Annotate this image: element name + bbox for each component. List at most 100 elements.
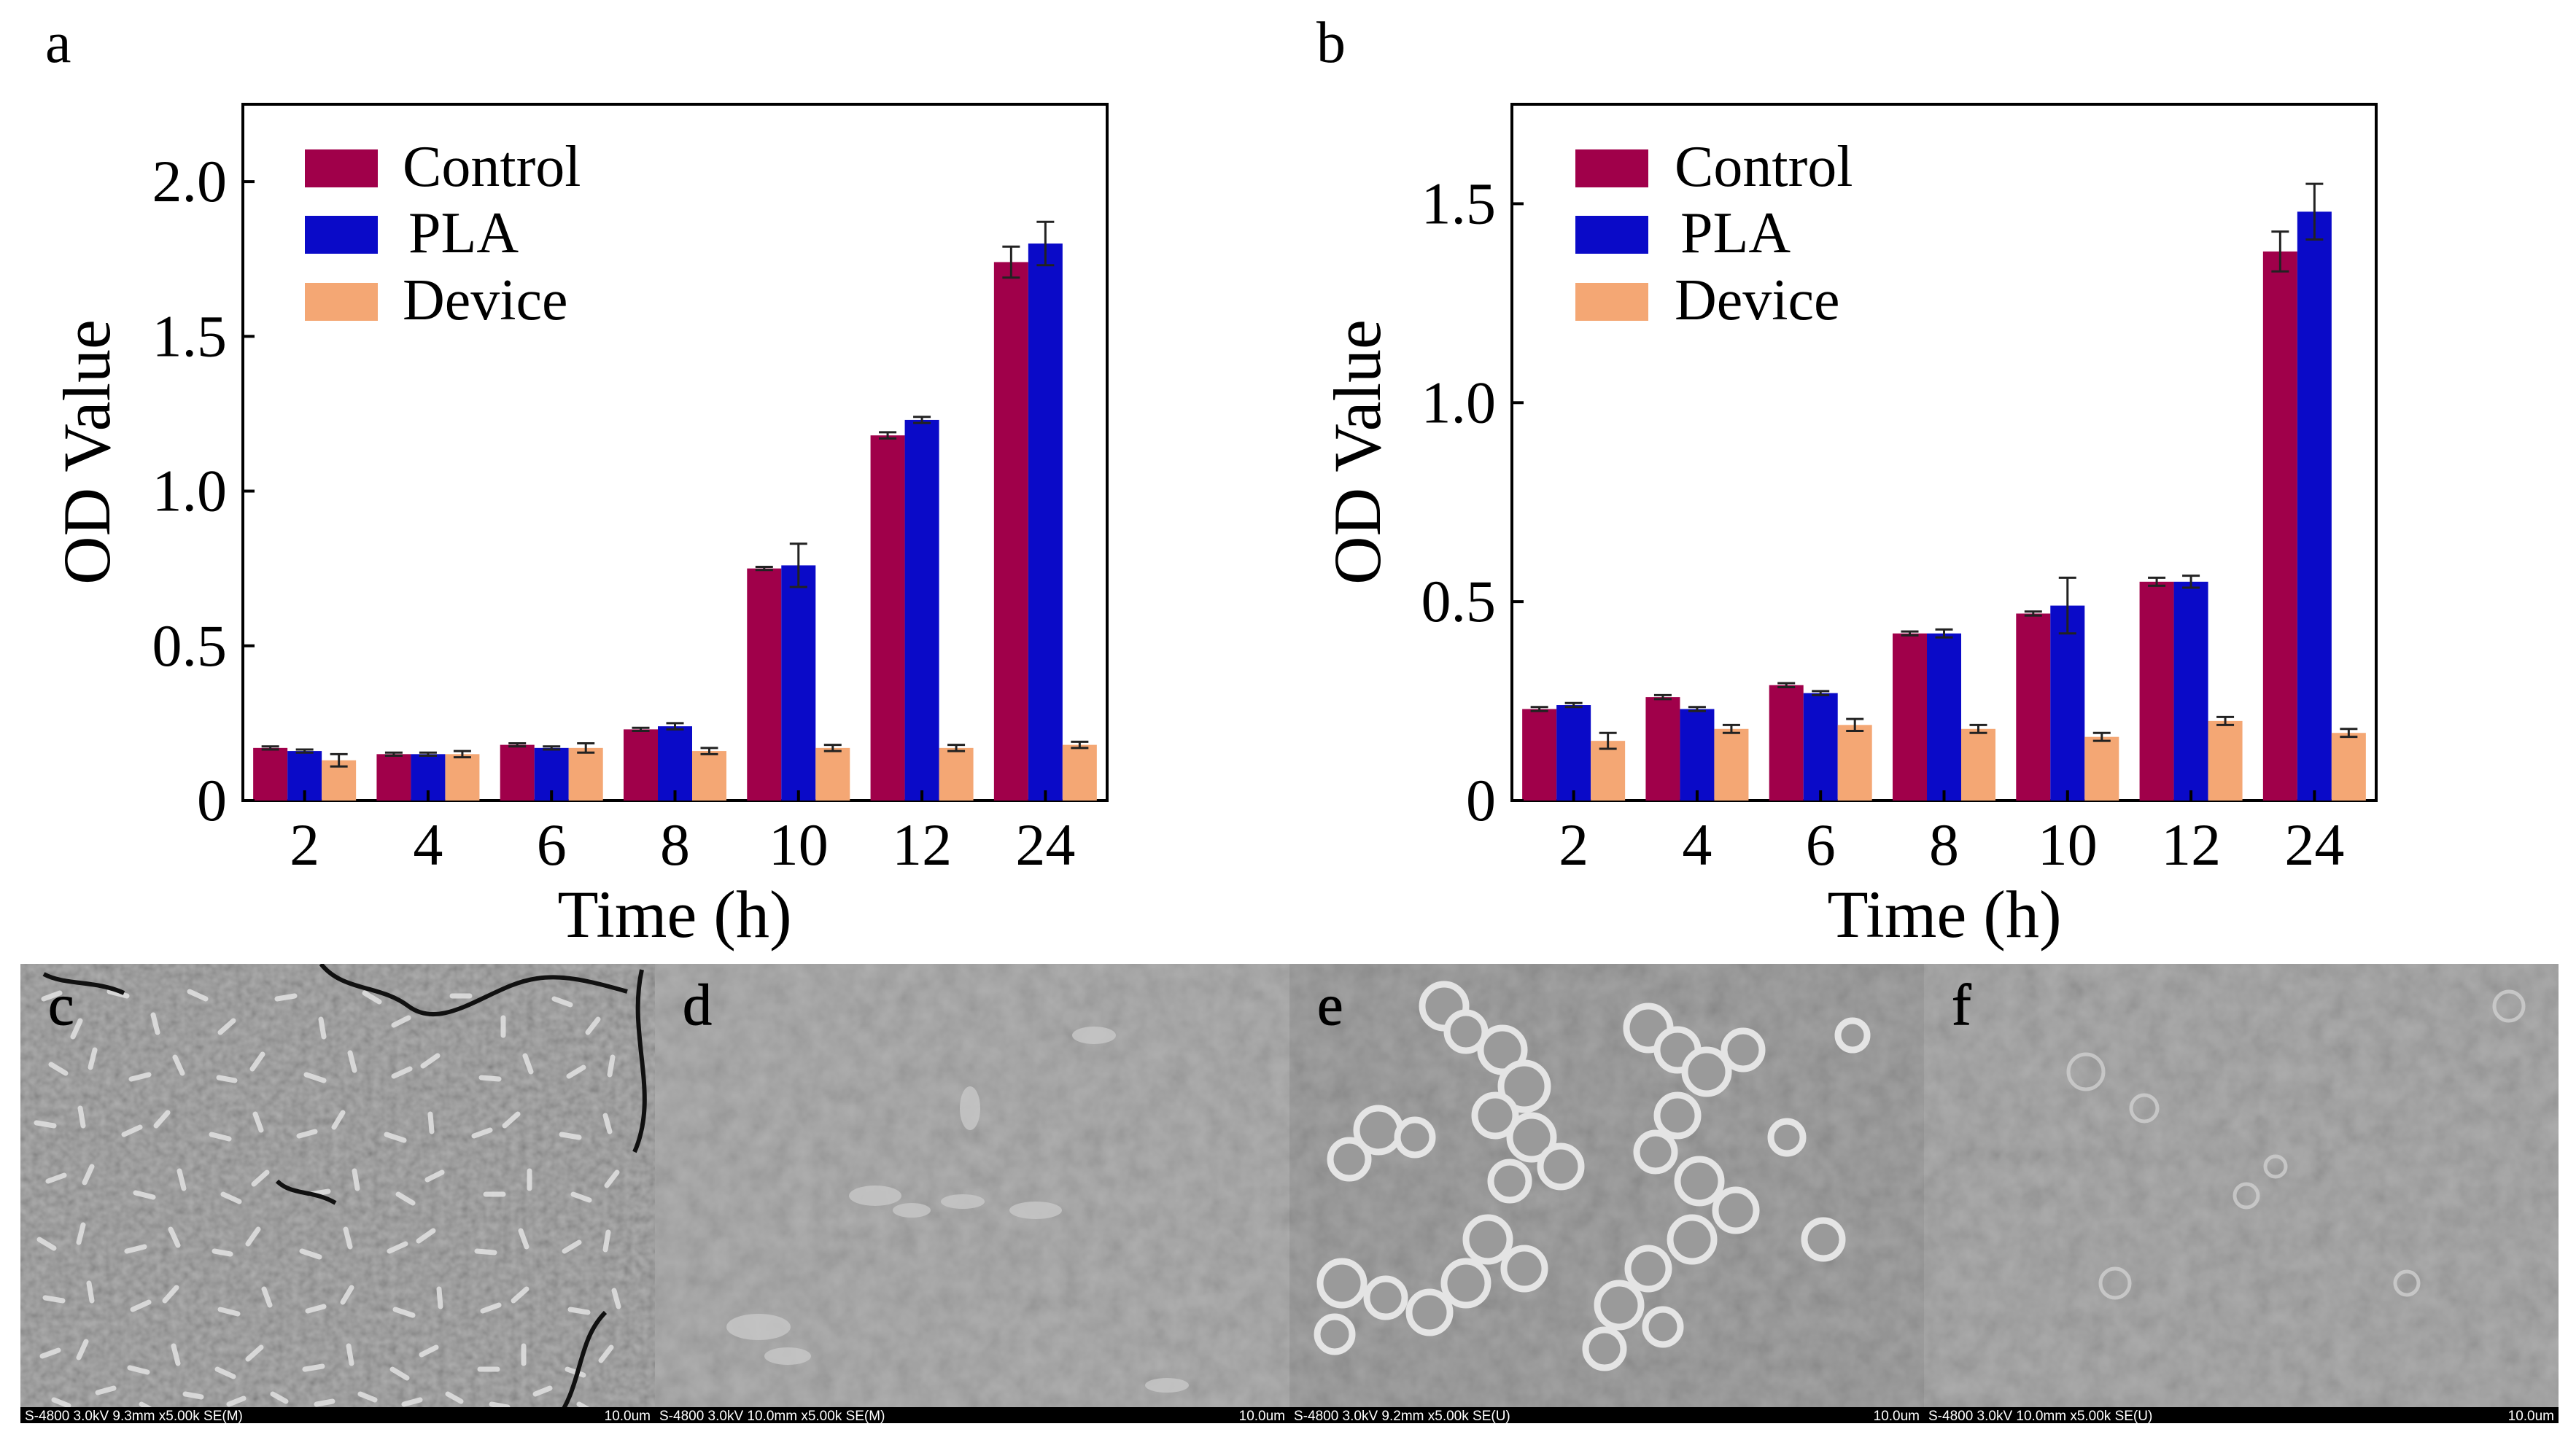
bar-control [1645, 697, 1680, 801]
legend-swatch-device [1575, 283, 1648, 321]
bar-control [993, 262, 1028, 801]
sem-image-f: f S-4800 3.0kV 10.0mm x5.00k SE(U) 10.0u… [1924, 964, 2559, 1424]
panel-label-f: f [1952, 973, 1971, 1038]
debris-d [726, 1027, 1189, 1393]
x-axis-title-a: Time (h) [557, 877, 791, 951]
bar-control [747, 568, 782, 801]
x-tick-label: 8 [1929, 811, 1959, 878]
bar-pla [1556, 705, 1591, 801]
bar-pla [2050, 605, 2085, 801]
bars-a [253, 220, 1097, 801]
x-tick-label: 4 [413, 811, 443, 878]
legend-label-pla: PLA [1680, 201, 1791, 265]
bar-pla [658, 726, 692, 801]
panel-label-c: c [48, 973, 74, 1038]
x-axis-a: 2 4 6 8 10 12 24 [290, 790, 1075, 878]
y-tick-label: 2.0 [152, 148, 228, 214]
y-tick-label: 0.5 [1421, 568, 1497, 634]
bar-control [1893, 633, 1927, 801]
sem-footer-left-f: S-4800 3.0kV 10.0mm x5.00k SE(U) [1928, 1409, 2152, 1424]
cell-clusters-e [1314, 981, 1871, 1371]
bar-control [376, 754, 411, 801]
y-tick-label: 1.0 [1421, 369, 1497, 435]
bar-device [939, 747, 974, 801]
sem-footer-right-c: 10.0um [605, 1409, 651, 1424]
sem-image-e: e S-4800 3.0kV 9.2mm x5.00k SE(U) 10.0um [1289, 964, 1924, 1424]
bar-device [1837, 725, 1872, 801]
x-tick-label: 6 [1806, 811, 1836, 878]
sem-footer-left-d: S-4800 3.0kV 10.0mm x5.00k SE(M) [659, 1409, 885, 1424]
panel-label-b: b [1316, 11, 1346, 75]
x-tick-label: 2 [1559, 811, 1588, 878]
footer-bar-e [1289, 1407, 1924, 1423]
x-tick-label: 6 [537, 811, 567, 878]
bar-control [870, 435, 905, 801]
sem-footer-right-e: 10.0um [1874, 1409, 1920, 1424]
x-axis-title-b: Time (h) [1827, 877, 2061, 951]
bacteria-texture-c [34, 989, 621, 1414]
bar-device [1062, 744, 1097, 801]
bar-device [445, 754, 480, 801]
y-tick-label: 0 [197, 767, 227, 833]
legend-label-control: Control [1675, 135, 1853, 199]
bar-pla [1028, 244, 1063, 801]
bar-pla [1680, 709, 1715, 801]
bar-control [500, 744, 535, 801]
y-axis-title-b: OD Value [1320, 319, 1394, 585]
sem-image-d: d S-4800 3.0kV 10.0mm x5.00k SE(M) 10.0u… [655, 964, 1289, 1424]
bar-device [1714, 728, 1749, 801]
legend-label-device: Device [1675, 268, 1840, 332]
x-tick-label: 24 [2284, 811, 2344, 878]
sem-footer-left-e: S-4800 3.0kV 9.2mm x5.00k SE(U) [1294, 1409, 1510, 1424]
sem-footer-left-c: S-4800 3.0kV 9.3mm x5.00k SE(M) [25, 1409, 243, 1424]
bar-control [2016, 613, 2051, 801]
sem-footer-right-d: 10.0um [1239, 1409, 1285, 1424]
sem-image-c: c S-4800 3.0kV 9.3mm x5.00k SE(M) 10.0um [20, 964, 655, 1424]
x-tick-label: 12 [2161, 811, 2221, 878]
legend-swatch-device [305, 283, 378, 321]
bar-control [1769, 685, 1804, 801]
bar-device [692, 751, 726, 801]
legend-label-control: Control [403, 135, 581, 199]
panel-label-e: e [1317, 973, 1343, 1038]
panel-label-d: d [683, 973, 712, 1038]
legend-label-device: Device [403, 268, 568, 332]
x-tick-label: 10 [769, 811, 829, 878]
sem-footer-right-f: 10.0um [2508, 1409, 2554, 1424]
chart-b: b 00.51.01.5 2 4 6 8 10 12 24 OD Value Time (h… [1316, 11, 2378, 951]
bar-pla [904, 419, 939, 801]
legend-a: Control PLA Device [305, 135, 581, 332]
x-tick-label: 12 [892, 811, 952, 878]
x-tick-label: 10 [2038, 811, 2098, 878]
chart-a: a 00.51.01.52.0 2 4 6 8 10 12 24 OD Value Time… [45, 11, 1109, 951]
bar-pla [1803, 693, 1838, 801]
y-axis-title-a: OD Value [50, 319, 124, 585]
footer-bar-f [1924, 1407, 2559, 1423]
legend-label-pla: PLA [408, 201, 519, 265]
x-tick-label: 24 [1015, 811, 1075, 878]
bar-control [1522, 709, 1557, 801]
y-axis-a: 0 0.5 1.0 1.5 2.0 [152, 148, 255, 833]
footer-bar-c [20, 1407, 655, 1423]
x-tick-label: 2 [290, 811, 319, 878]
y-axis-b: 0 0.5 1.0 1.5 [1421, 170, 1524, 833]
legend-swatch-control [1575, 149, 1648, 187]
y-tick-label: 0 [1466, 767, 1496, 833]
bar-control [624, 729, 658, 801]
x-tick-label: 4 [1682, 811, 1712, 878]
bar-device [1961, 728, 1995, 801]
legend-swatch-control [305, 149, 378, 187]
legend-b: Control PLA Device [1575, 135, 1853, 332]
bars-b [1522, 182, 2366, 801]
bar-pla [1927, 633, 1961, 801]
bar-pla [781, 565, 816, 801]
bar-device [2208, 720, 2243, 801]
bar-control [253, 747, 288, 801]
bar-control [2139, 581, 2174, 801]
bar-device [568, 747, 603, 801]
bar-control [2262, 251, 2297, 801]
panel-label-a: a [45, 11, 71, 75]
x-tick-label: 8 [660, 811, 690, 878]
y-tick-label: 0.5 [152, 612, 228, 679]
bar-device [815, 747, 850, 801]
